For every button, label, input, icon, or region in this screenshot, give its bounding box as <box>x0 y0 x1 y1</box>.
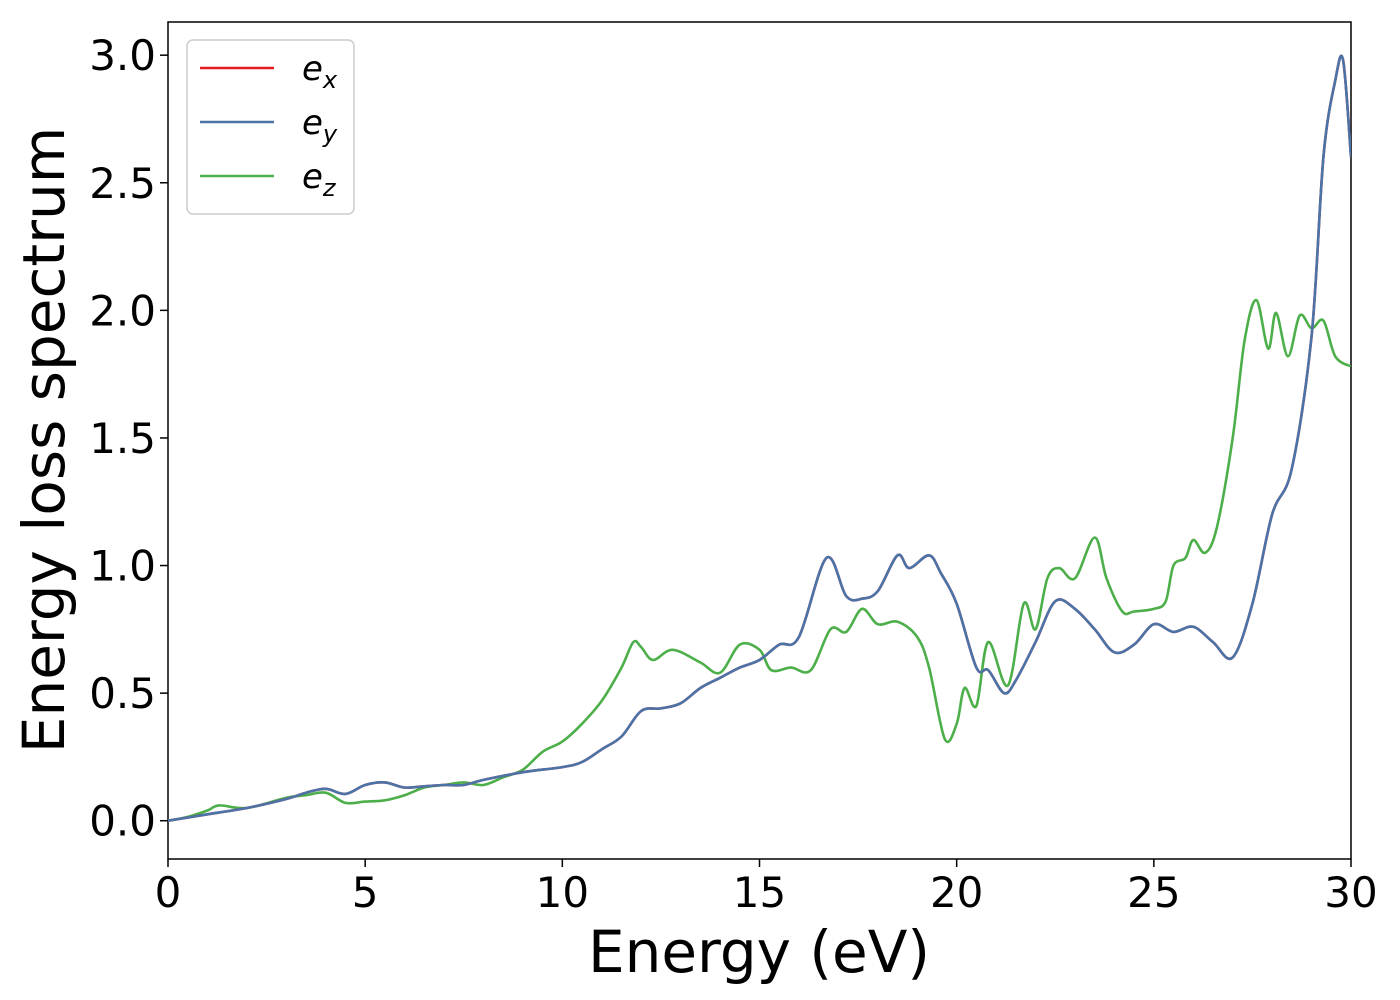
x-tick-label: 5 <box>352 868 379 917</box>
x-tick-label: 15 <box>733 868 786 917</box>
y-tick-label: 0.0 <box>89 797 156 846</box>
x-axis-label: Energy (eV) <box>588 918 930 986</box>
x-tick-label: 20 <box>930 868 983 917</box>
y-tick-label: 1.0 <box>89 542 156 591</box>
y-axis-ticks: 0.0 0.5 1.0 1.5 2.0 2.5 3.0 <box>89 31 168 846</box>
x-tick-label: 0 <box>155 868 182 917</box>
y-tick-label: 3.0 <box>89 31 156 80</box>
y-tick-label: 1.5 <box>89 414 156 463</box>
x-tick-label: 10 <box>536 868 589 917</box>
x-tick-label: 30 <box>1324 868 1377 917</box>
series-line-z <box>168 298 1351 822</box>
y-tick-label: 2.0 <box>89 286 156 335</box>
series-layer <box>168 54 1351 822</box>
legend-box <box>186 39 355 215</box>
y-tick-label: 2.5 <box>89 159 156 208</box>
y-axis-label: Energy loss spectrum <box>10 127 78 753</box>
series-line-y <box>168 54 1351 822</box>
x-tick-label: 25 <box>1127 868 1180 917</box>
legend-label-z: ez <box>302 157 337 202</box>
y-tick-label: 0.5 <box>89 669 156 718</box>
x-axis-ticks: 0 5 10 15 20 25 30 <box>155 859 1378 917</box>
